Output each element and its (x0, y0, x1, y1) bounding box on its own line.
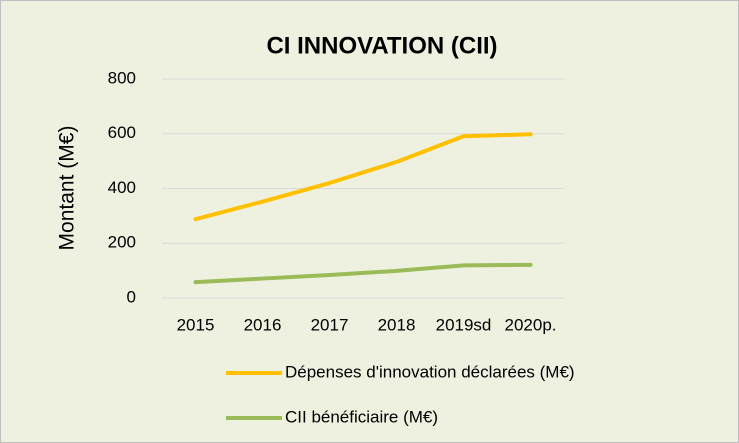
chart-title: CI INNOVATION (CII) (266, 32, 497, 59)
y-tick-label: 800 (108, 68, 136, 87)
series-line (193, 132, 533, 222)
x-tick-label: 2019sd (436, 315, 492, 334)
x-tick-label: 2016 (244, 315, 282, 334)
legend-label: Dépenses d'innovation déclarées (M€) (285, 362, 575, 381)
y-axis-label: Montant (M€) (56, 126, 79, 251)
x-tick-label: 2018 (378, 315, 416, 334)
series-line (193, 262, 533, 285)
legend-label: CII bénéficiaire (M€) (285, 407, 438, 426)
y-tick-label: 0 (127, 287, 136, 306)
x-tick-label: 2017 (311, 315, 349, 334)
y-tick-label: 600 (108, 123, 136, 142)
y-tick-label: 200 (108, 233, 136, 252)
x-tick-label: 2015 (177, 315, 215, 334)
x-tick-label: 2020p. (505, 315, 557, 334)
y-tick-label: 400 (108, 178, 136, 197)
